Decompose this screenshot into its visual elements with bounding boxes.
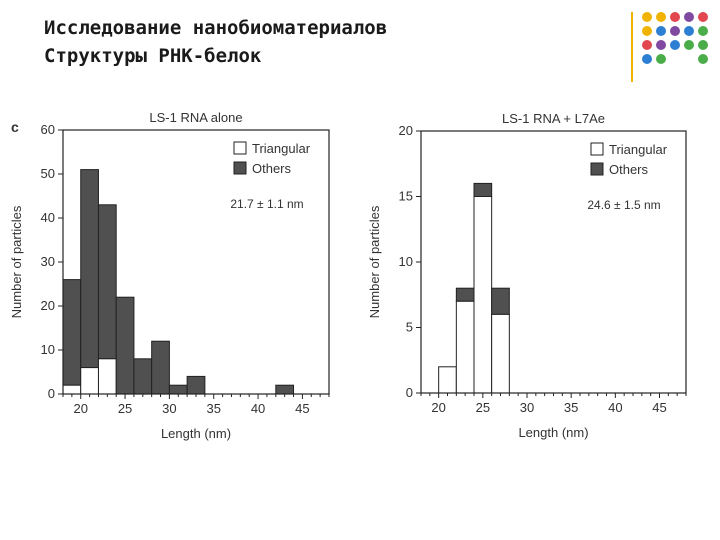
y-axis-label: Number of particles [367, 205, 382, 318]
x-tick-label: 35 [206, 401, 220, 416]
y-tick-label: 10 [399, 254, 413, 269]
x-tick-label: 20 [73, 401, 87, 416]
bar-others [115, 296, 135, 395]
decorative-dot [698, 40, 708, 50]
x-tick-label: 45 [295, 401, 309, 416]
legend-label-others: Others [609, 162, 649, 177]
panel-label: c [11, 119, 19, 135]
legend-label-triangular: Triangular [609, 142, 668, 157]
decorative-dot [642, 54, 652, 64]
x-tick-label: 30 [162, 401, 176, 416]
x-axis-label: Length (nm) [161, 426, 231, 441]
decorative-dot [684, 40, 694, 50]
bar-others [151, 340, 170, 395]
bar-others [455, 287, 475, 302]
bar-others [491, 287, 510, 315]
y-tick-label: 60 [41, 122, 55, 137]
decorative-dot [642, 12, 652, 22]
decorative-dot [698, 26, 708, 36]
legend-label-others: Others [252, 161, 292, 176]
decorative-dot [656, 54, 666, 64]
y-tick-label: 0 [406, 385, 413, 400]
bar-others [275, 384, 295, 395]
decorative-dot [656, 26, 666, 36]
bar-triangular [97, 358, 117, 395]
legend-swatch-others [233, 161, 247, 175]
bar-others [186, 375, 206, 395]
decorative-dot [670, 12, 680, 22]
bar-others [473, 182, 493, 197]
chart-panel-2: 20 25 30 35 40 45 0 5 10 15 20 LS-1 RNA + L7Ae Lengt… [367, 111, 687, 440]
y-tick-label: 5 [406, 320, 413, 335]
x-tick-label: 35 [564, 400, 578, 415]
decorative-dot [642, 40, 652, 50]
y-tick-label: 20 [399, 123, 413, 138]
x-tick-label: 45 [652, 400, 666, 415]
x-axis-label: Length (nm) [518, 425, 588, 440]
accent-divider [631, 12, 633, 82]
bar-others [62, 279, 82, 386]
bar-others [80, 169, 99, 369]
y-axis-label: Number of particles [9, 205, 24, 318]
chart-title: LS-1 RNA alone [149, 110, 242, 125]
chart-annotation: 24.6 ± 1.5 nm [587, 198, 660, 212]
legend-label-triangular: Triangular [252, 141, 311, 156]
bar-triangular [491, 313, 510, 394]
x-tick-label: 20 [431, 400, 445, 415]
x-tick-label: 25 [476, 400, 490, 415]
y-tick-label: 50 [41, 166, 55, 181]
y-tick-label: 0 [48, 386, 55, 401]
decorative-dot [670, 26, 680, 36]
chart-annotation: 21.7 ± 1.1 nm [230, 197, 303, 211]
y-tick-label: 20 [41, 298, 55, 313]
decorative-dot [656, 12, 666, 22]
bar-triangular [455, 300, 475, 394]
y-tick-label: 30 [41, 254, 55, 269]
x-tick-label: 40 [251, 401, 265, 416]
legend-swatch-triangular [590, 142, 604, 156]
bar-triangular [62, 384, 82, 395]
decorative-dot [698, 54, 708, 64]
decorative-dot-grid [642, 12, 712, 82]
decorative-dot [670, 40, 680, 50]
slide-title-line-1: Исследование нанобиоматериалов [44, 17, 388, 39]
legend-swatch-triangular [233, 141, 247, 155]
decorative-dot [642, 26, 652, 36]
decorative-dot [684, 12, 694, 22]
bar-others [97, 204, 117, 360]
bar-triangular [473, 196, 493, 394]
decorative-dot [698, 12, 708, 22]
x-tick-label: 40 [608, 400, 622, 415]
y-tick-label: 40 [41, 210, 55, 225]
slide-title-line-2: Структуры РНК-белок [44, 45, 262, 67]
chart-panel-1: 20 25 30 35 40 45 0 10 20 30 40 50 60 LS-1 RNA alone L… [9, 110, 330, 441]
bar-others [168, 384, 188, 395]
chart-title: LS-1 RNA + L7Ae [502, 111, 605, 126]
x-tick-label: 30 [520, 400, 534, 415]
decorative-dot [656, 40, 666, 50]
y-tick-label: 10 [41, 342, 55, 357]
legend-swatch-others [590, 162, 604, 176]
decorative-dot [684, 26, 694, 36]
bar-others [133, 358, 153, 395]
bar-triangular [80, 367, 99, 395]
slide-title: Исследование нанобиоматериалов Структуры… [44, 14, 387, 70]
y-tick-label: 15 [399, 189, 413, 204]
bar-triangular [438, 366, 457, 394]
x-tick-label: 25 [118, 401, 132, 416]
